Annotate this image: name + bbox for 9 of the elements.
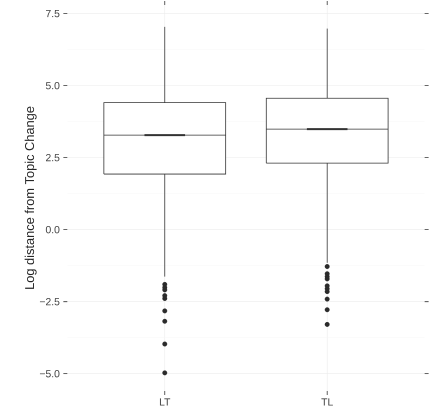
x-tick-label: LT (160, 398, 170, 406)
x-tick-label: TL (321, 398, 333, 406)
y-axis-title: Log distance from Topic Change (24, 106, 37, 289)
y-tick-label: 0.0 (46, 226, 60, 234)
y-tick-label: −5.0 (40, 370, 60, 378)
y-tick-label: 2.5 (46, 154, 60, 162)
y-tick-label: 5.0 (46, 82, 60, 90)
y-tick-label: −2.5 (40, 298, 60, 306)
y-tick-label: 7.5 (46, 10, 60, 18)
